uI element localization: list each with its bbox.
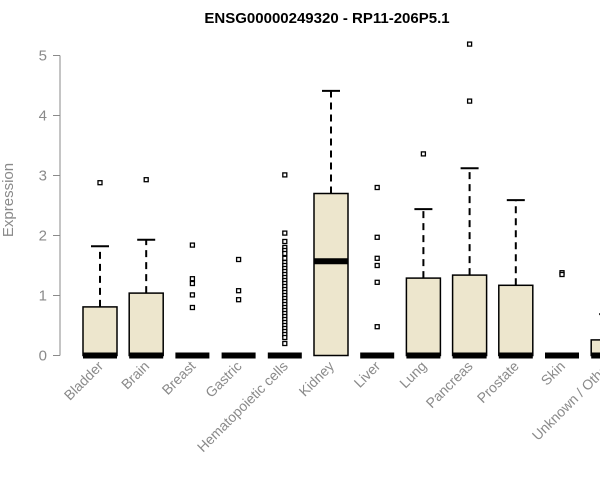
outlier-point: [235, 297, 242, 303]
outlier-point: [282, 340, 288, 347]
outlier-point: [466, 41, 473, 47]
outlier-point: [189, 304, 196, 311]
box-iqr: [313, 192, 349, 357]
box-pancreas: [451, 41, 488, 359]
box-bladder: [82, 180, 118, 359]
outlier-point: [374, 324, 380, 330]
box-iqr: [590, 339, 600, 357]
outlier-point: [282, 238, 288, 245]
y-axis-label: Expression: [0, 163, 17, 237]
outlier-point: [97, 180, 103, 186]
outlier-point: [374, 262, 380, 269]
box-kidney: [313, 89, 349, 357]
outlier-point: [466, 98, 473, 104]
outlier-point: [235, 288, 242, 294]
outlier-point: [374, 279, 380, 285]
box-lung: [405, 151, 442, 359]
category-label: Brain: [118, 358, 152, 392]
box-breast: [175, 242, 210, 359]
box-unknown-other: [590, 313, 600, 359]
y-tick-label: 4: [39, 108, 47, 125]
outlier-point: [420, 151, 427, 157]
box-gastric: [221, 256, 256, 359]
outlier-point: [374, 234, 380, 240]
plot-area: [82, 41, 600, 359]
category-label: Skin: [538, 358, 569, 389]
outlier-point: [235, 256, 242, 263]
box-iqr: [82, 306, 118, 357]
box-prostate: [498, 199, 534, 359]
outlier-point: [282, 250, 288, 257]
box-iqr: [498, 284, 534, 357]
category-label: Gastric: [202, 358, 245, 401]
category-label: Kidney: [296, 358, 338, 400]
box-iqr: [405, 277, 442, 357]
outlier-point: [189, 292, 196, 298]
outlier-point: [189, 242, 196, 248]
outlier-point: [282, 334, 288, 341]
box-liver: [360, 184, 395, 359]
category-label: Lung: [396, 358, 429, 391]
y-tick-label: 0: [39, 348, 47, 365]
outlier-point: [282, 230, 288, 236]
outlier-point: [559, 271, 565, 278]
outlier-point: [374, 255, 380, 261]
category-label: Bladder: [61, 358, 107, 404]
y-tick-label: 3: [39, 168, 47, 185]
outlier-point: [143, 177, 149, 183]
outlier-point: [189, 276, 196, 282]
outlier-point: [189, 280, 196, 287]
category-label: Prostate: [474, 358, 522, 406]
y-tick-label: 2: [39, 228, 47, 245]
box-iqr: [451, 274, 488, 357]
category-label: Liver: [351, 358, 384, 391]
outlier-point: [282, 255, 288, 261]
y-tick-label: 5: [39, 48, 47, 65]
category-label: Pancreas: [423, 358, 476, 411]
outlier-point: [282, 172, 288, 178]
y-tick-label: 1: [39, 288, 47, 305]
outlier-point: [374, 184, 380, 191]
category-label: Hematopoietic cells: [194, 358, 291, 455]
box-skin: [545, 270, 579, 359]
box-brain: [128, 177, 164, 359]
box-hematopoietic-cells: [267, 172, 302, 359]
box-iqr: [128, 292, 164, 357]
category-label: Breast: [159, 358, 199, 398]
chart-title: ENSG00000249320 - RP11-206P5.1: [204, 10, 449, 27]
y-axis: 0 1 2 3 4 5: [39, 48, 61, 365]
